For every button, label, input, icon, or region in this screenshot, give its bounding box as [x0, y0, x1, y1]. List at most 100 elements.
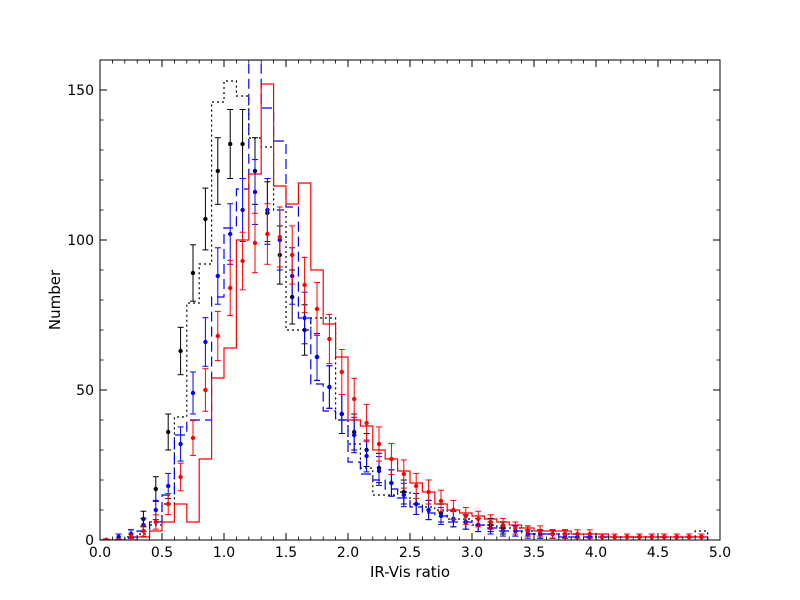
red-points-point — [240, 258, 245, 264]
x-tick-label: 2.5 — [399, 545, 421, 561]
red-points-point — [302, 282, 307, 288]
red-points-point — [525, 528, 530, 534]
blue-points-point — [426, 507, 431, 513]
red-points-point — [364, 420, 369, 426]
blue-points-point — [401, 492, 406, 498]
red-points-point — [587, 531, 592, 537]
red-points-point — [265, 231, 270, 237]
blue-points-point — [389, 480, 394, 486]
blue-points-point — [314, 354, 320, 360]
black-points-point — [240, 141, 245, 147]
y-tick-label: 100 — [67, 233, 94, 249]
red-points-point — [562, 531, 568, 537]
red-points-point — [612, 534, 617, 540]
blue-points-point — [339, 411, 344, 417]
red-points-point — [624, 534, 630, 540]
x-tick-label: 3.5 — [523, 545, 545, 561]
black-points-point — [166, 429, 171, 435]
blue-points-point — [438, 513, 444, 519]
x-tick-label: 4.0 — [585, 545, 607, 561]
y-axis-label: Number — [46, 269, 64, 330]
red-points-point — [500, 522, 506, 528]
x-tick-label: 1.5 — [275, 545, 297, 561]
x-tick-label: 0.5 — [151, 545, 173, 561]
red-points-point — [339, 369, 344, 375]
black-points-point — [153, 486, 158, 492]
red-points-point — [228, 285, 233, 291]
red-points-point — [451, 507, 456, 513]
red-points-point — [389, 456, 394, 462]
red-points-point — [686, 534, 692, 540]
blue-points-point — [414, 501, 419, 507]
blue-points-point — [302, 315, 307, 321]
x-tick-label: 0.0 — [89, 545, 111, 561]
blue-points-point — [364, 453, 369, 459]
histogram-blue-dashed — [100, 60, 709, 540]
x-tick-label: 2.0 — [337, 545, 359, 561]
blue-points-point — [203, 339, 208, 345]
red-points-point — [488, 519, 493, 525]
red-points-point — [277, 234, 282, 240]
red-points-point — [376, 441, 382, 447]
red-points-point — [476, 516, 481, 522]
y-tick-label: 50 — [76, 383, 94, 399]
red-points-point — [128, 534, 134, 540]
red-points-point — [203, 387, 208, 393]
black-points-point — [190, 270, 196, 276]
red-points-point — [215, 333, 220, 339]
y-tick-label: 0 — [85, 533, 94, 549]
red-points-point — [426, 489, 431, 495]
red-points-point — [252, 240, 258, 246]
red-points-point — [513, 525, 518, 531]
red-points-point — [314, 306, 320, 312]
red-points-point — [166, 501, 171, 507]
red-points-point — [116, 537, 121, 540]
blue-points-point — [252, 189, 258, 195]
red-points-point — [290, 252, 295, 258]
black-points-point — [215, 168, 220, 174]
red-points-point — [699, 534, 704, 540]
blue-points-point — [153, 507, 158, 513]
x-tick-label: 4.5 — [647, 545, 669, 561]
red-points-point — [401, 471, 406, 477]
red-points-point — [153, 519, 158, 525]
red-points-point — [438, 498, 444, 504]
red-points-point — [104, 537, 109, 540]
blue-points-point — [240, 207, 245, 213]
red-points-point — [327, 336, 332, 342]
red-points-point — [352, 396, 357, 402]
red-points-point — [463, 513, 468, 519]
axis-ticks: 0.0 0.5 1.0 1.5 2.0 2.5 3.0 3.5 4.0 4.5 5.0 0 50 100 1… — [67, 59, 731, 561]
blue-points-point — [352, 432, 357, 438]
x-tick-label: 5.0 — [709, 545, 731, 561]
x-axis-label: IR-Vis ratio — [370, 563, 450, 581]
red-points-point — [538, 528, 543, 534]
red-points-point — [674, 534, 679, 540]
plot-area — [100, 60, 709, 540]
black-points-point — [228, 141, 233, 147]
red-points-point — [662, 534, 667, 540]
red-points-point — [550, 531, 555, 537]
blue-points-point — [228, 231, 233, 237]
blue-points-point — [178, 441, 183, 447]
red-points-point — [178, 474, 183, 480]
red-points-point — [600, 534, 605, 540]
red-points-point — [141, 528, 146, 534]
red-points-point — [190, 435, 196, 441]
y-tick-label: 150 — [67, 83, 94, 99]
x-tick-label: 1.0 — [213, 545, 235, 561]
red-points-point — [637, 534, 642, 540]
red-points-point — [414, 483, 419, 489]
black-points-point — [178, 348, 183, 354]
red-points-point — [575, 531, 580, 537]
blue-points-point — [166, 483, 171, 489]
red-points-point — [649, 534, 654, 540]
blue-points-point — [190, 390, 196, 396]
x-tick-label: 3.0 — [461, 545, 483, 561]
blue-points-point — [327, 384, 332, 390]
blue-points-point — [376, 468, 382, 474]
red-points-series — [103, 203, 705, 540]
blue-points-point — [215, 273, 220, 279]
